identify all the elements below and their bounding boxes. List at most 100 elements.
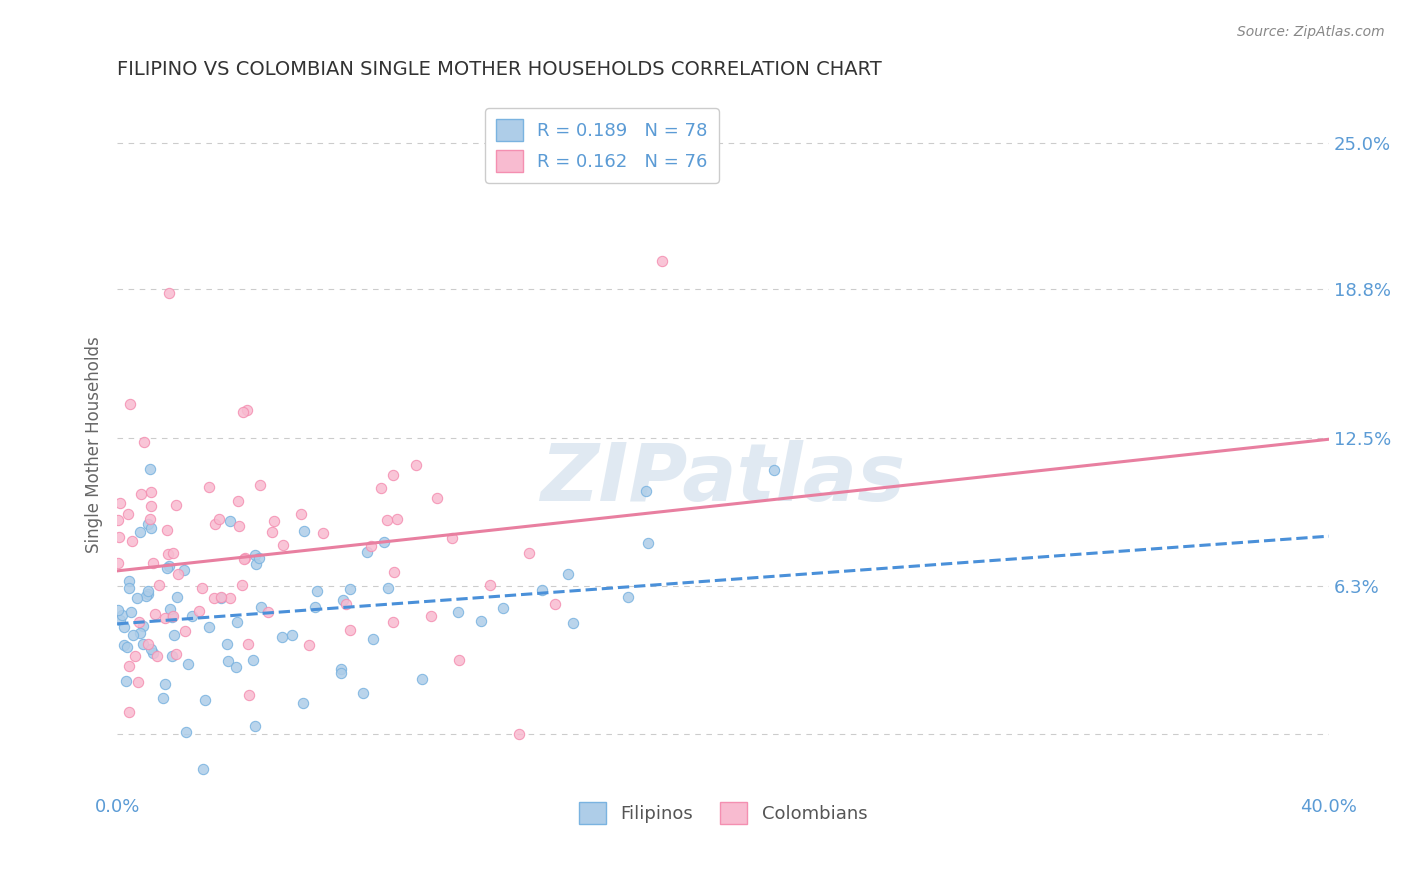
Point	[177, 657, 200, 671]
Point	[160, 648, 183, 663]
Point	[215, 637, 238, 651]
Point	[298, 638, 321, 652]
Point	[146, 649, 169, 664]
Point	[335, 597, 357, 611]
Point	[176, 724, 198, 739]
Point	[134, 589, 156, 603]
Point	[249, 600, 271, 615]
Point	[305, 584, 328, 599]
Point	[156, 561, 179, 575]
Point	[157, 285, 180, 300]
Point	[166, 566, 188, 581]
Point	[447, 605, 470, 619]
Point	[204, 517, 226, 532]
Point	[209, 591, 232, 605]
Point	[136, 517, 159, 532]
Text: Source: ZipAtlas.com: Source: ZipAtlas.com	[1237, 25, 1385, 39]
Point	[139, 500, 162, 514]
Point	[249, 477, 271, 491]
Point	[557, 567, 579, 582]
Point	[198, 619, 221, 633]
Point	[132, 637, 155, 651]
Point	[159, 602, 181, 616]
Point	[143, 607, 166, 621]
Point	[139, 641, 162, 656]
Point	[381, 467, 404, 482]
Point	[165, 498, 187, 512]
Point	[273, 538, 295, 552]
Point	[352, 686, 374, 700]
Point	[270, 630, 292, 644]
Point	[194, 693, 217, 707]
Point	[118, 658, 141, 673]
Point	[165, 648, 187, 662]
Point	[356, 545, 378, 559]
Point	[238, 688, 260, 702]
Point	[517, 546, 540, 560]
Point	[188, 604, 211, 618]
Point	[243, 719, 266, 733]
Point	[508, 727, 530, 741]
Point	[136, 637, 159, 651]
Point	[117, 507, 139, 521]
Point	[219, 591, 242, 605]
Point	[121, 628, 143, 642]
Point	[651, 254, 673, 268]
Point	[117, 640, 139, 654]
Point	[153, 611, 176, 625]
Point	[262, 525, 284, 540]
Point	[370, 481, 392, 495]
Point	[153, 677, 176, 691]
Point	[166, 590, 188, 604]
Point	[112, 620, 135, 634]
Point	[231, 578, 253, 592]
Point	[136, 587, 159, 601]
Point	[292, 524, 315, 538]
Point	[132, 435, 155, 450]
Point	[191, 762, 214, 776]
Point	[218, 514, 240, 528]
Point	[531, 583, 554, 598]
Text: FILIPINO VS COLOMBIAN SINGLE MOTHER HOUSEHOLDS CORRELATION CHART: FILIPINO VS COLOMBIAN SINGLE MOTHER HOUS…	[117, 60, 882, 78]
Point	[110, 613, 132, 627]
Point	[447, 653, 470, 667]
Point	[107, 556, 129, 570]
Point	[361, 632, 384, 647]
Point	[385, 512, 408, 526]
Point	[163, 628, 186, 642]
Point	[375, 513, 398, 527]
Point	[242, 653, 264, 667]
Point	[544, 597, 567, 611]
Point	[384, 566, 406, 580]
Point	[180, 609, 202, 624]
Legend: Filipinos, Colombians: Filipinos, Colombians	[569, 793, 876, 833]
Point	[127, 675, 149, 690]
Point	[115, 674, 138, 689]
Point	[339, 624, 361, 638]
Point	[139, 521, 162, 535]
Point	[225, 659, 247, 673]
Point	[226, 494, 249, 508]
Point	[232, 405, 254, 419]
Point	[217, 654, 239, 668]
Point	[332, 593, 354, 607]
Point	[425, 491, 447, 506]
Point	[156, 547, 179, 561]
Point	[191, 582, 214, 596]
Point	[470, 614, 492, 628]
Point	[479, 578, 502, 592]
Point	[148, 577, 170, 591]
Point	[411, 672, 433, 686]
Point	[405, 458, 427, 472]
Point	[129, 626, 152, 640]
Point	[636, 484, 658, 499]
Point	[139, 462, 162, 476]
Point	[236, 403, 259, 417]
Point	[440, 531, 463, 545]
Point	[108, 530, 131, 544]
Point	[107, 603, 129, 617]
Point	[330, 662, 353, 676]
Point	[125, 591, 148, 605]
Point	[111, 608, 134, 623]
Point	[132, 619, 155, 633]
